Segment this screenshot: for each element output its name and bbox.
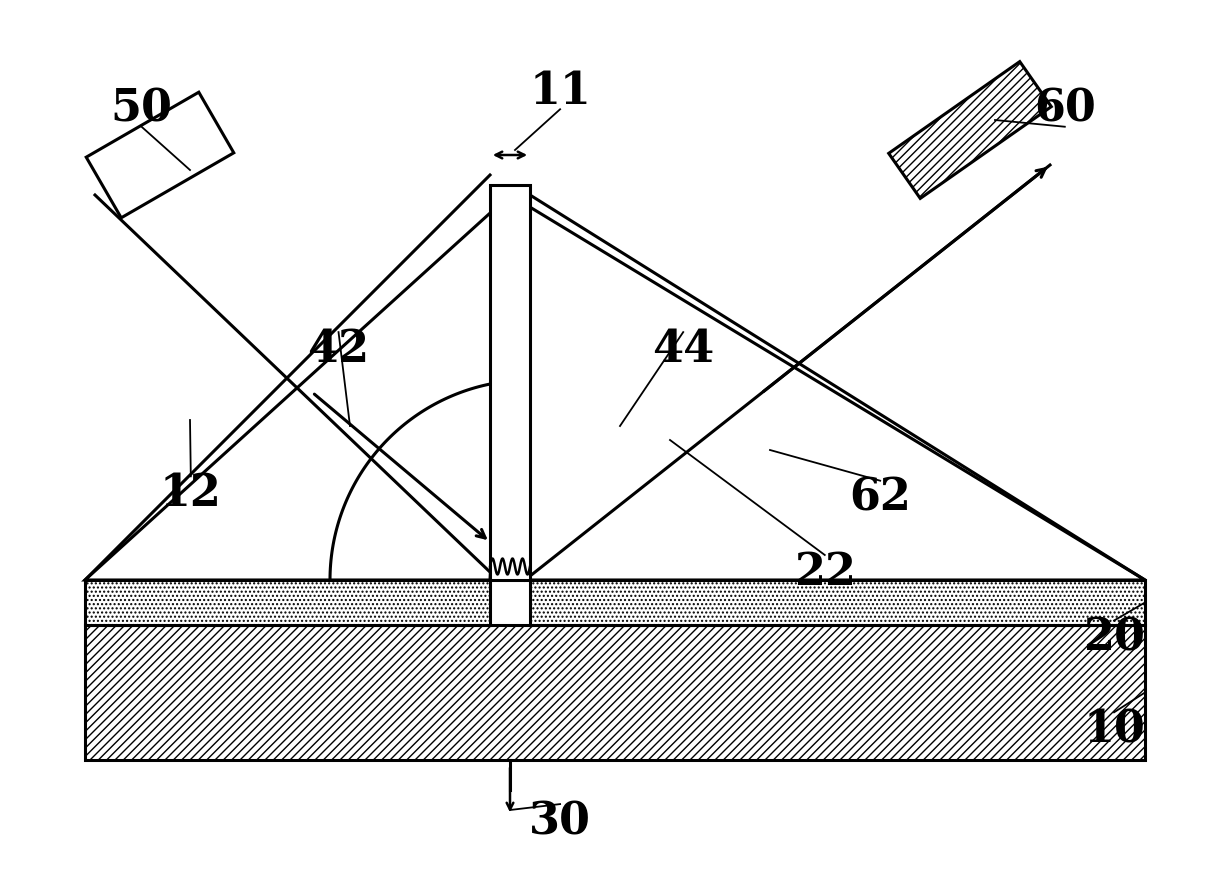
Bar [85,580,490,625]
Text: 22: 22 [794,551,856,594]
Polygon shape [889,61,1051,198]
Bar [531,580,1145,625]
Text: 11: 11 [529,70,591,114]
Text: 44: 44 [652,328,714,371]
Bar [490,185,531,580]
Text: 12: 12 [160,472,222,516]
Text: 10: 10 [1083,708,1145,752]
Text: 62: 62 [849,476,911,520]
Text: 60: 60 [1034,87,1096,131]
Text: 20: 20 [1083,616,1145,660]
Text: 50: 50 [111,87,172,131]
Text: 30: 30 [529,800,591,843]
Bar [85,625,1145,760]
Text: 42: 42 [308,328,369,371]
Polygon shape [86,92,234,218]
